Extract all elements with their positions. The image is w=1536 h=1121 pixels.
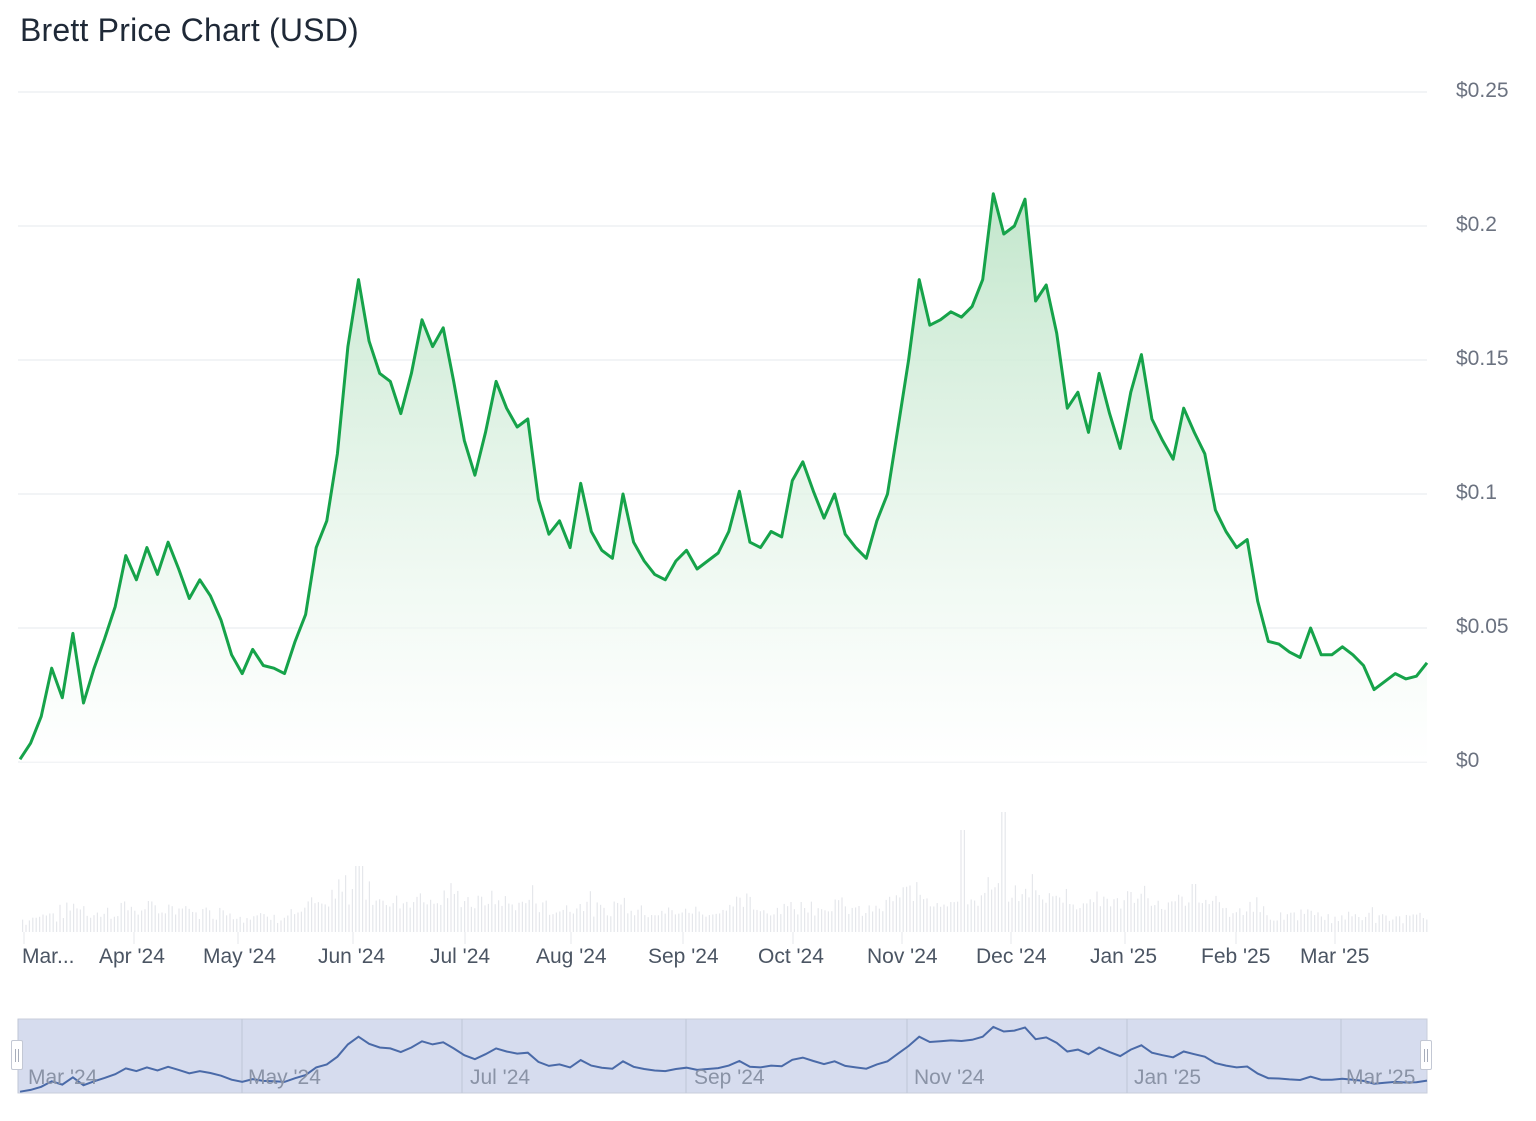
x-tick-label: Dec '24 — [976, 945, 1047, 968]
navigator-tick-label: Jul '24 — [470, 1066, 531, 1089]
y-tick-label: $0.25 — [1456, 79, 1509, 102]
x-tick-label: Mar... — [22, 945, 75, 968]
range-start-handle[interactable] — [11, 1040, 23, 1070]
navigator-price-line — [19, 1025, 1428, 1093]
navigator-tick-label: Mar '25 — [1346, 1066, 1416, 1089]
navigator-tick-label: Jan '25 — [1134, 1066, 1202, 1089]
x-axis-tick-marks — [23, 932, 1336, 944]
x-tick-label: Jun '24 — [318, 945, 386, 968]
price-area-fill — [20, 193, 1427, 763]
y-tick-label: $0 — [1456, 749, 1480, 772]
price-line[interactable] — [18, 192, 1429, 761]
y-tick-label: $0.05 — [1456, 615, 1509, 638]
range-end-handle[interactable] — [1420, 1040, 1432, 1070]
navigator-tick-label: May '24 — [248, 1066, 321, 1089]
volume-bars — [22, 812, 1428, 932]
navigator-tick-label: Mar '24 — [28, 1066, 98, 1089]
navigator-gridlines — [17, 1019, 1342, 1093]
x-tick-label: Mar '25 — [1300, 945, 1370, 968]
navigator-tick-label: Nov '24 — [914, 1066, 985, 1089]
y-tick-label: $0.2 — [1456, 213, 1497, 236]
x-tick-label: Apr '24 — [99, 945, 165, 968]
x-tick-label: Feb '25 — [1201, 945, 1271, 968]
x-tick-label: Jul '24 — [430, 945, 491, 968]
x-tick-label: Sep '24 — [648, 945, 719, 968]
y-tick-label: $0.1 — [1456, 481, 1497, 504]
range-navigator[interactable] — [17, 1018, 1428, 1094]
navigator-tick-label: Sep '24 — [694, 1066, 765, 1089]
x-tick-label: Aug '24 — [536, 945, 607, 968]
y-tick-label: $0.15 — [1456, 347, 1509, 370]
x-tick-label: Oct '24 — [758, 945, 824, 968]
x-tick-label: May '24 — [203, 945, 276, 968]
x-tick-label: Nov '24 — [867, 945, 938, 968]
chart-title: Brett Price Chart (USD) — [20, 12, 359, 48]
x-tick-label: Jan '25 — [1090, 945, 1158, 968]
